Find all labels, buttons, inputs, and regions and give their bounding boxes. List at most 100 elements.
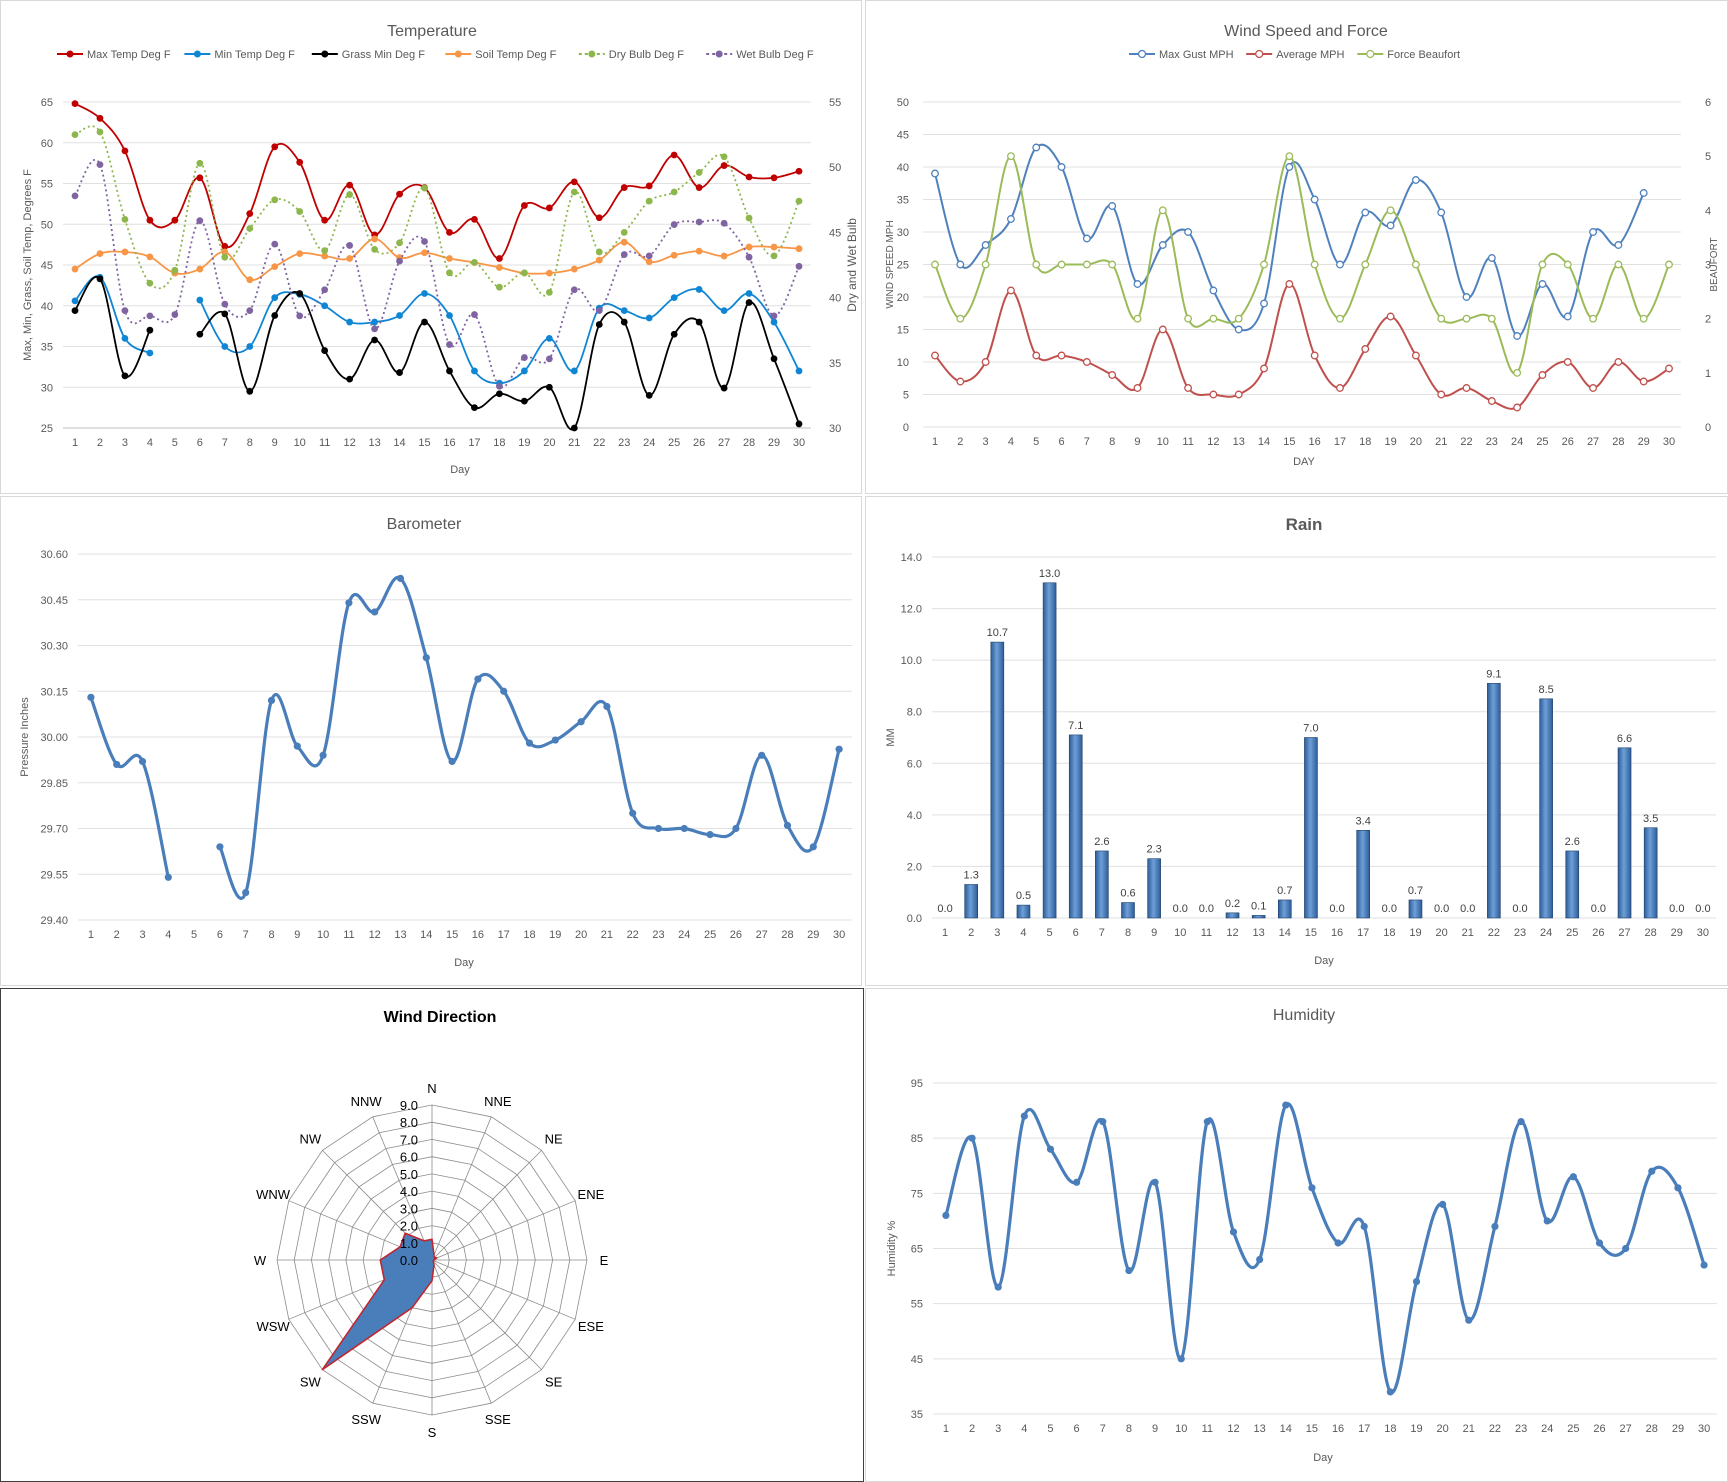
data-point [1538,371,1547,379]
y-axis-title: MM [885,728,897,746]
data-point [629,809,637,817]
rain-bar [1068,734,1083,919]
x-tick-label: 5 [1047,927,1053,939]
direction-label: NW [300,1131,322,1146]
x-tick-label: 27 [756,929,768,941]
rain-bar [1408,899,1423,919]
data-point [720,153,728,161]
y-tick-label: 0.0 [907,913,922,925]
data-point [1386,312,1395,321]
data-point [595,214,603,222]
data-point [1491,1222,1499,1231]
x-tick-label: 8 [247,437,253,449]
data-point [396,239,403,247]
x-tick-label: 9 [1152,1423,1158,1435]
data-label: 7.0 [1303,723,1318,735]
data-point [1108,202,1117,210]
x-tick-label: 22 [1460,436,1472,448]
x-tick-label: 18 [1383,927,1395,939]
rain-bar [1251,915,1266,919]
direction-label: E [600,1253,609,1268]
x-tick-label: 14 [420,929,432,941]
data-point [1336,384,1344,392]
x-tick-label: 1 [932,436,938,448]
x-tick-label: 1 [942,927,948,939]
data-point [670,151,678,159]
data-point [421,318,428,326]
x-tick-label: 23 [1486,436,1498,448]
y-tick-label: 0 [903,422,909,434]
data-point [1462,293,1471,301]
data-point [471,215,478,223]
y-tick-label: 5 [903,390,909,402]
rain-bar [1147,858,1161,919]
x-tick-label: 28 [781,929,793,941]
rain-bar [1304,737,1318,919]
x-tick-label: 10 [1157,436,1169,448]
data-point [1256,1255,1264,1264]
data-point [931,260,939,269]
x-tick-label: 18 [1384,1423,1396,1435]
legend-marker [321,50,329,58]
temperature-chart-svg: Temperature Max Temp Deg F Min Temp Deg F G… [22,23,859,476]
data-point [496,283,503,291]
data-point [1639,189,1648,197]
data-point [620,238,628,246]
x-tick-label: 4 [1008,436,1014,448]
series-line [89,696,170,878]
data-label: 0.0 [937,903,952,915]
data-point [371,235,378,243]
data-point [595,321,603,328]
radar-spoke [431,1200,576,1261]
x-tick-label: 15 [1306,1423,1318,1435]
data-label: 1.3 [964,869,979,881]
data-point [296,208,304,215]
y-tick-label: 75 [911,1188,923,1200]
x-tick-label: 16 [1331,927,1343,939]
data-point [271,143,279,151]
y-axis-title: Pressure Inches [19,697,31,777]
legend-label: Dry Bulb Deg F [609,49,684,61]
data-point [570,265,578,273]
data-label: 8.5 [1538,684,1553,696]
data-point [196,159,204,167]
y2-tick-label: 35 [829,358,841,370]
data-label: 0.0 [1695,903,1710,915]
data-point [570,286,578,294]
data-point [1563,260,1572,269]
data-point [446,341,453,348]
x-tick-label: 12 [369,929,381,941]
data-point [545,334,553,342]
data-point [446,269,453,277]
data-point [271,263,279,271]
x-tick-label: 3 [122,437,128,449]
y-tick-label: 45 [897,130,909,142]
x-tick-label: 16 [443,437,455,449]
wind-direction-chart: Wind Direction N NNE NE ENE E ESE SE SSE S SSW SW WS… [0,988,864,1482]
radial-tick-label: 6.0 [400,1150,418,1165]
x-tick-label: 3 [995,1423,1001,1435]
data-point [496,382,503,390]
data-point [1151,1178,1159,1186]
legend-item: Max Gust MPH [1129,49,1234,61]
radial-tick-label: 5.0 [400,1167,418,1182]
x-tick-label: 25 [1536,436,1548,448]
data-point [1411,351,1420,360]
y-tick-label: 2.0 [907,861,922,873]
data-point [770,355,778,363]
data-point [620,307,628,315]
y-tick-label: 15 [897,325,909,337]
data-point [770,318,778,326]
y-tick-label: 55 [911,1299,923,1311]
data-point [670,221,678,228]
data-point [1360,1222,1368,1231]
data-point [321,252,329,260]
x-axis-title: DAY [1293,456,1315,468]
x-tick-label: 16 [1332,1423,1344,1435]
data-point [1462,384,1471,392]
data-label: 0.0 [1434,903,1449,915]
x-tick-label: 5 [172,437,178,449]
x-tick-label: 29 [1671,927,1683,939]
x-tick-label: 21 [1463,1423,1475,1435]
data-point [446,255,453,262]
